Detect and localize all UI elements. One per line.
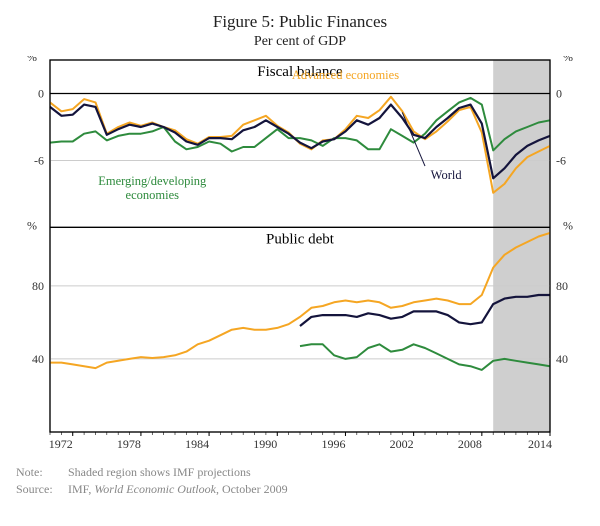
chart-svg: -6-600%%Fiscal balanceAdvanced economies…	[16, 56, 584, 454]
label-emerging-1: Emerging/developing	[98, 174, 207, 188]
series-bot-advanced	[50, 233, 550, 368]
xtick-label: 2014	[528, 437, 552, 451]
projection-shade	[493, 60, 550, 432]
ytick-right: 40	[556, 352, 568, 366]
xtick-label: 1990	[253, 437, 277, 451]
figure-subtitle: Per cent of GDP	[16, 34, 584, 50]
figure-title: Figure 5: Public Finances	[16, 12, 584, 32]
xtick-label: 2008	[458, 437, 482, 451]
chart-area: -6-600%%Fiscal balanceAdvanced economies…	[16, 56, 584, 454]
ytick-left: 40	[32, 352, 44, 366]
ytick-right: -6	[556, 153, 566, 167]
note-text: Shaded region shows IMF projections	[68, 464, 251, 481]
figure-container: Figure 5: Public Finances Per cent of GD…	[0, 0, 600, 526]
notes-block: Note: Shaded region shows IMF projection…	[16, 464, 584, 498]
y-unit-right: %	[563, 218, 573, 232]
label-world: World	[431, 168, 463, 182]
y-unit-right: %	[563, 56, 573, 64]
ytick-right: 80	[556, 279, 568, 293]
source-text: IMF, World Economic Outlook, October 200…	[68, 481, 288, 498]
note-label: Note:	[16, 464, 68, 481]
panel-title-bottom: Public debt	[266, 231, 335, 247]
xtick-label: 1984	[185, 437, 209, 451]
ytick-left: 80	[32, 279, 44, 293]
ytick-left: -6	[34, 153, 44, 167]
xtick-label: 1978	[117, 437, 141, 451]
label-emerging-2: economies	[126, 188, 180, 202]
y-unit-left: %	[27, 218, 37, 232]
xtick-label: 1996	[321, 437, 345, 451]
xtick-label: 1972	[49, 437, 73, 451]
leader-world	[402, 112, 425, 166]
source-label: Source:	[16, 481, 68, 498]
xtick-label: 2002	[390, 437, 414, 451]
y-unit-left: %	[27, 56, 37, 64]
label-advanced: Advanced economies	[292, 68, 399, 82]
ytick-right: 0	[556, 86, 562, 100]
ytick-left: 0	[38, 86, 44, 100]
